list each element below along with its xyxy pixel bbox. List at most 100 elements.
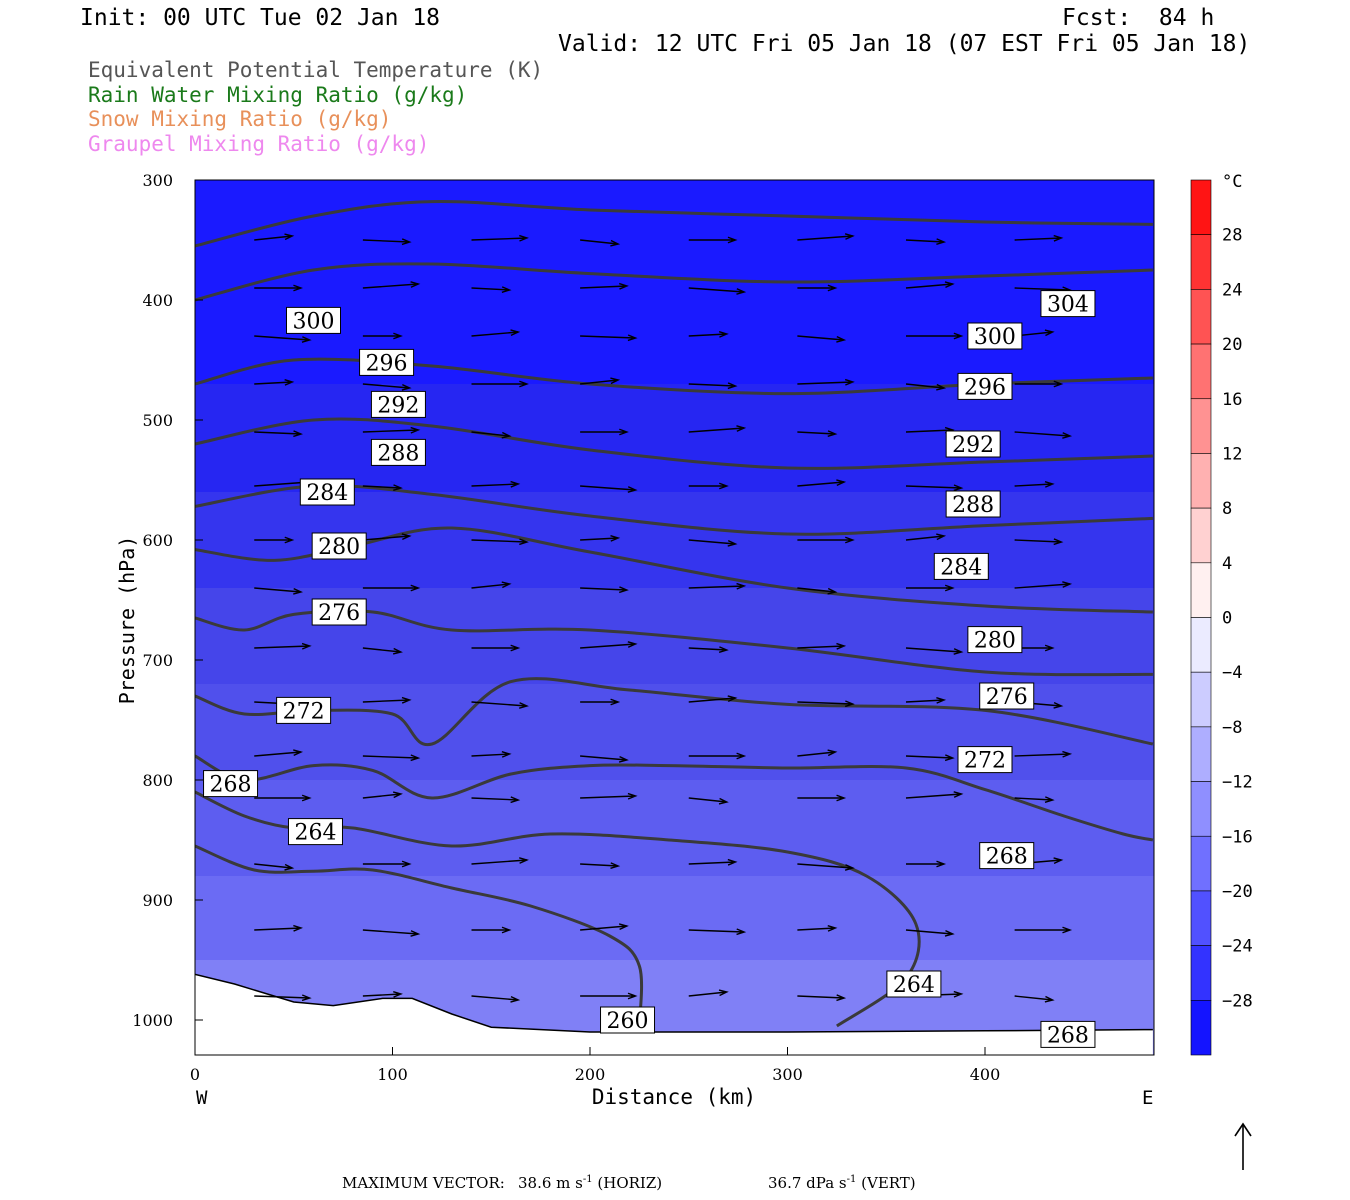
contour-label-box xyxy=(967,322,1023,350)
wind-vector xyxy=(362,647,403,655)
contour-label-box xyxy=(957,746,1013,774)
wind-vector xyxy=(580,485,638,493)
wind-vector xyxy=(471,796,521,804)
x-tick-label: 300 xyxy=(772,1065,803,1084)
contour-label-box xyxy=(370,390,426,418)
contour-label-box xyxy=(945,430,1001,458)
contour-label-box xyxy=(1040,290,1096,318)
wind-vector xyxy=(906,332,964,340)
contour-label: 260 xyxy=(607,1009,649,1034)
wind-vector xyxy=(471,480,521,488)
contour-label: 288 xyxy=(377,441,419,466)
wind-vectors xyxy=(254,233,1073,1003)
wind-vector xyxy=(905,647,964,655)
colorbar-segment xyxy=(1190,289,1212,345)
contour-label: 268 xyxy=(1047,1023,1089,1048)
wind-vector xyxy=(797,284,838,292)
wind-vector xyxy=(580,534,621,542)
theta-e-contour-304 xyxy=(195,66,1153,82)
contour-label: 264 xyxy=(294,821,336,846)
contour-label: 292 xyxy=(952,433,994,458)
colorbar-segment xyxy=(1190,453,1212,509)
contour-label: 268 xyxy=(986,845,1028,870)
wind-vector xyxy=(254,794,312,802)
contour-label: 272 xyxy=(283,699,325,724)
contour-label-box xyxy=(276,696,332,724)
contour-label: 300 xyxy=(293,309,335,334)
wind-vector xyxy=(580,698,621,706)
contour-label: 280 xyxy=(318,535,360,560)
colorbar-label: 4 xyxy=(1222,554,1232,574)
x-axis-label: Distance (km) xyxy=(592,1085,756,1109)
wind-vector xyxy=(905,791,964,799)
colorbar-label: −12 xyxy=(1222,773,1253,793)
wind-vector xyxy=(362,990,403,998)
wind-vector xyxy=(1014,750,1073,758)
wind-vector xyxy=(580,792,638,800)
contour-label-box xyxy=(203,770,259,798)
colorbar-label: −20 xyxy=(1222,882,1253,902)
contour-label: 284 xyxy=(940,555,982,580)
colorbar: 28 24 20 16 12 8 4 0 −4 −8 −12 −16 −20 −24 −28 xyxy=(1190,179,1253,1056)
contour-label-box xyxy=(359,348,415,376)
max-vector-vert: 36.7 dPa s-1 (VERT) xyxy=(768,1174,916,1192)
theta-e-contour-300 xyxy=(195,200,1153,248)
x-tick-label: 200 xyxy=(575,1065,606,1084)
init-time: Init: 00 UTC Tue 02 Jan 18 xyxy=(80,5,441,31)
wind-vector xyxy=(580,755,629,763)
contour-label-box xyxy=(957,372,1013,400)
wind-vector xyxy=(580,377,621,385)
contour-label: 292 xyxy=(377,393,419,418)
wind-vector xyxy=(906,584,955,592)
wind-vector xyxy=(1014,926,1073,934)
contour-label-box xyxy=(886,970,942,998)
wind-vector xyxy=(580,239,621,247)
wind-vector xyxy=(1014,431,1073,439)
wind-vector xyxy=(688,482,729,490)
legend-theta-e: Equivalent Potential Temperature (K) xyxy=(88,58,544,82)
wind-vector xyxy=(471,234,529,242)
colorbar-label: 0 xyxy=(1222,609,1232,629)
colorbar-label: 24 xyxy=(1222,280,1242,300)
colorbar-label: −24 xyxy=(1222,937,1253,957)
colorbar-label: 8 xyxy=(1222,499,1232,519)
colorbar-label: −16 xyxy=(1222,827,1253,847)
colorbar-segment xyxy=(1190,343,1212,400)
wind-vector xyxy=(254,378,295,386)
wind-vector xyxy=(254,430,303,438)
reference-vector xyxy=(1234,1122,1252,1170)
forecast-hour: Fcst: 84 h xyxy=(1062,5,1215,31)
y-tick-label: 500 xyxy=(142,411,173,430)
contour-label-box xyxy=(933,552,989,580)
wind-vector xyxy=(580,641,638,649)
wind-vector xyxy=(254,642,312,650)
wind-vector xyxy=(688,382,738,390)
wind-vector xyxy=(254,536,295,544)
contour-labels: 300 296 292 288 284 280 276 272 268 264 304 300 296 2… xyxy=(203,290,1096,1048)
contour-label: 288 xyxy=(952,493,994,518)
wind-vector xyxy=(362,484,403,492)
wind-vector xyxy=(362,860,412,868)
theta-e-contour-268 xyxy=(195,754,1154,842)
wind-vector xyxy=(362,383,412,391)
wind-vector xyxy=(797,479,847,487)
wind-vector xyxy=(1014,538,1064,546)
x-end-label-east: E xyxy=(1142,1087,1153,1109)
wind-vector xyxy=(1014,480,1055,488)
colorbar-segment xyxy=(1190,781,1212,837)
wind-vector xyxy=(905,754,955,762)
wind-vector xyxy=(797,700,855,708)
wind-vector xyxy=(688,287,747,295)
wind-vector xyxy=(254,924,303,932)
wind-vector xyxy=(362,696,412,704)
max-vector-label: MAXIMUM VECTOR: xyxy=(342,1174,505,1192)
y-tick-label: 1000 xyxy=(132,1011,173,1030)
wind-vector xyxy=(362,533,412,541)
wind-vector xyxy=(688,236,738,244)
wind-vector xyxy=(1014,995,1055,1003)
contour-label-box xyxy=(311,598,367,626)
wind-vector xyxy=(471,329,521,337)
x-tick-label: 400 xyxy=(970,1065,1001,1084)
contour-label: 264 xyxy=(893,973,935,998)
colorbar-unit: °C xyxy=(1222,172,1242,192)
